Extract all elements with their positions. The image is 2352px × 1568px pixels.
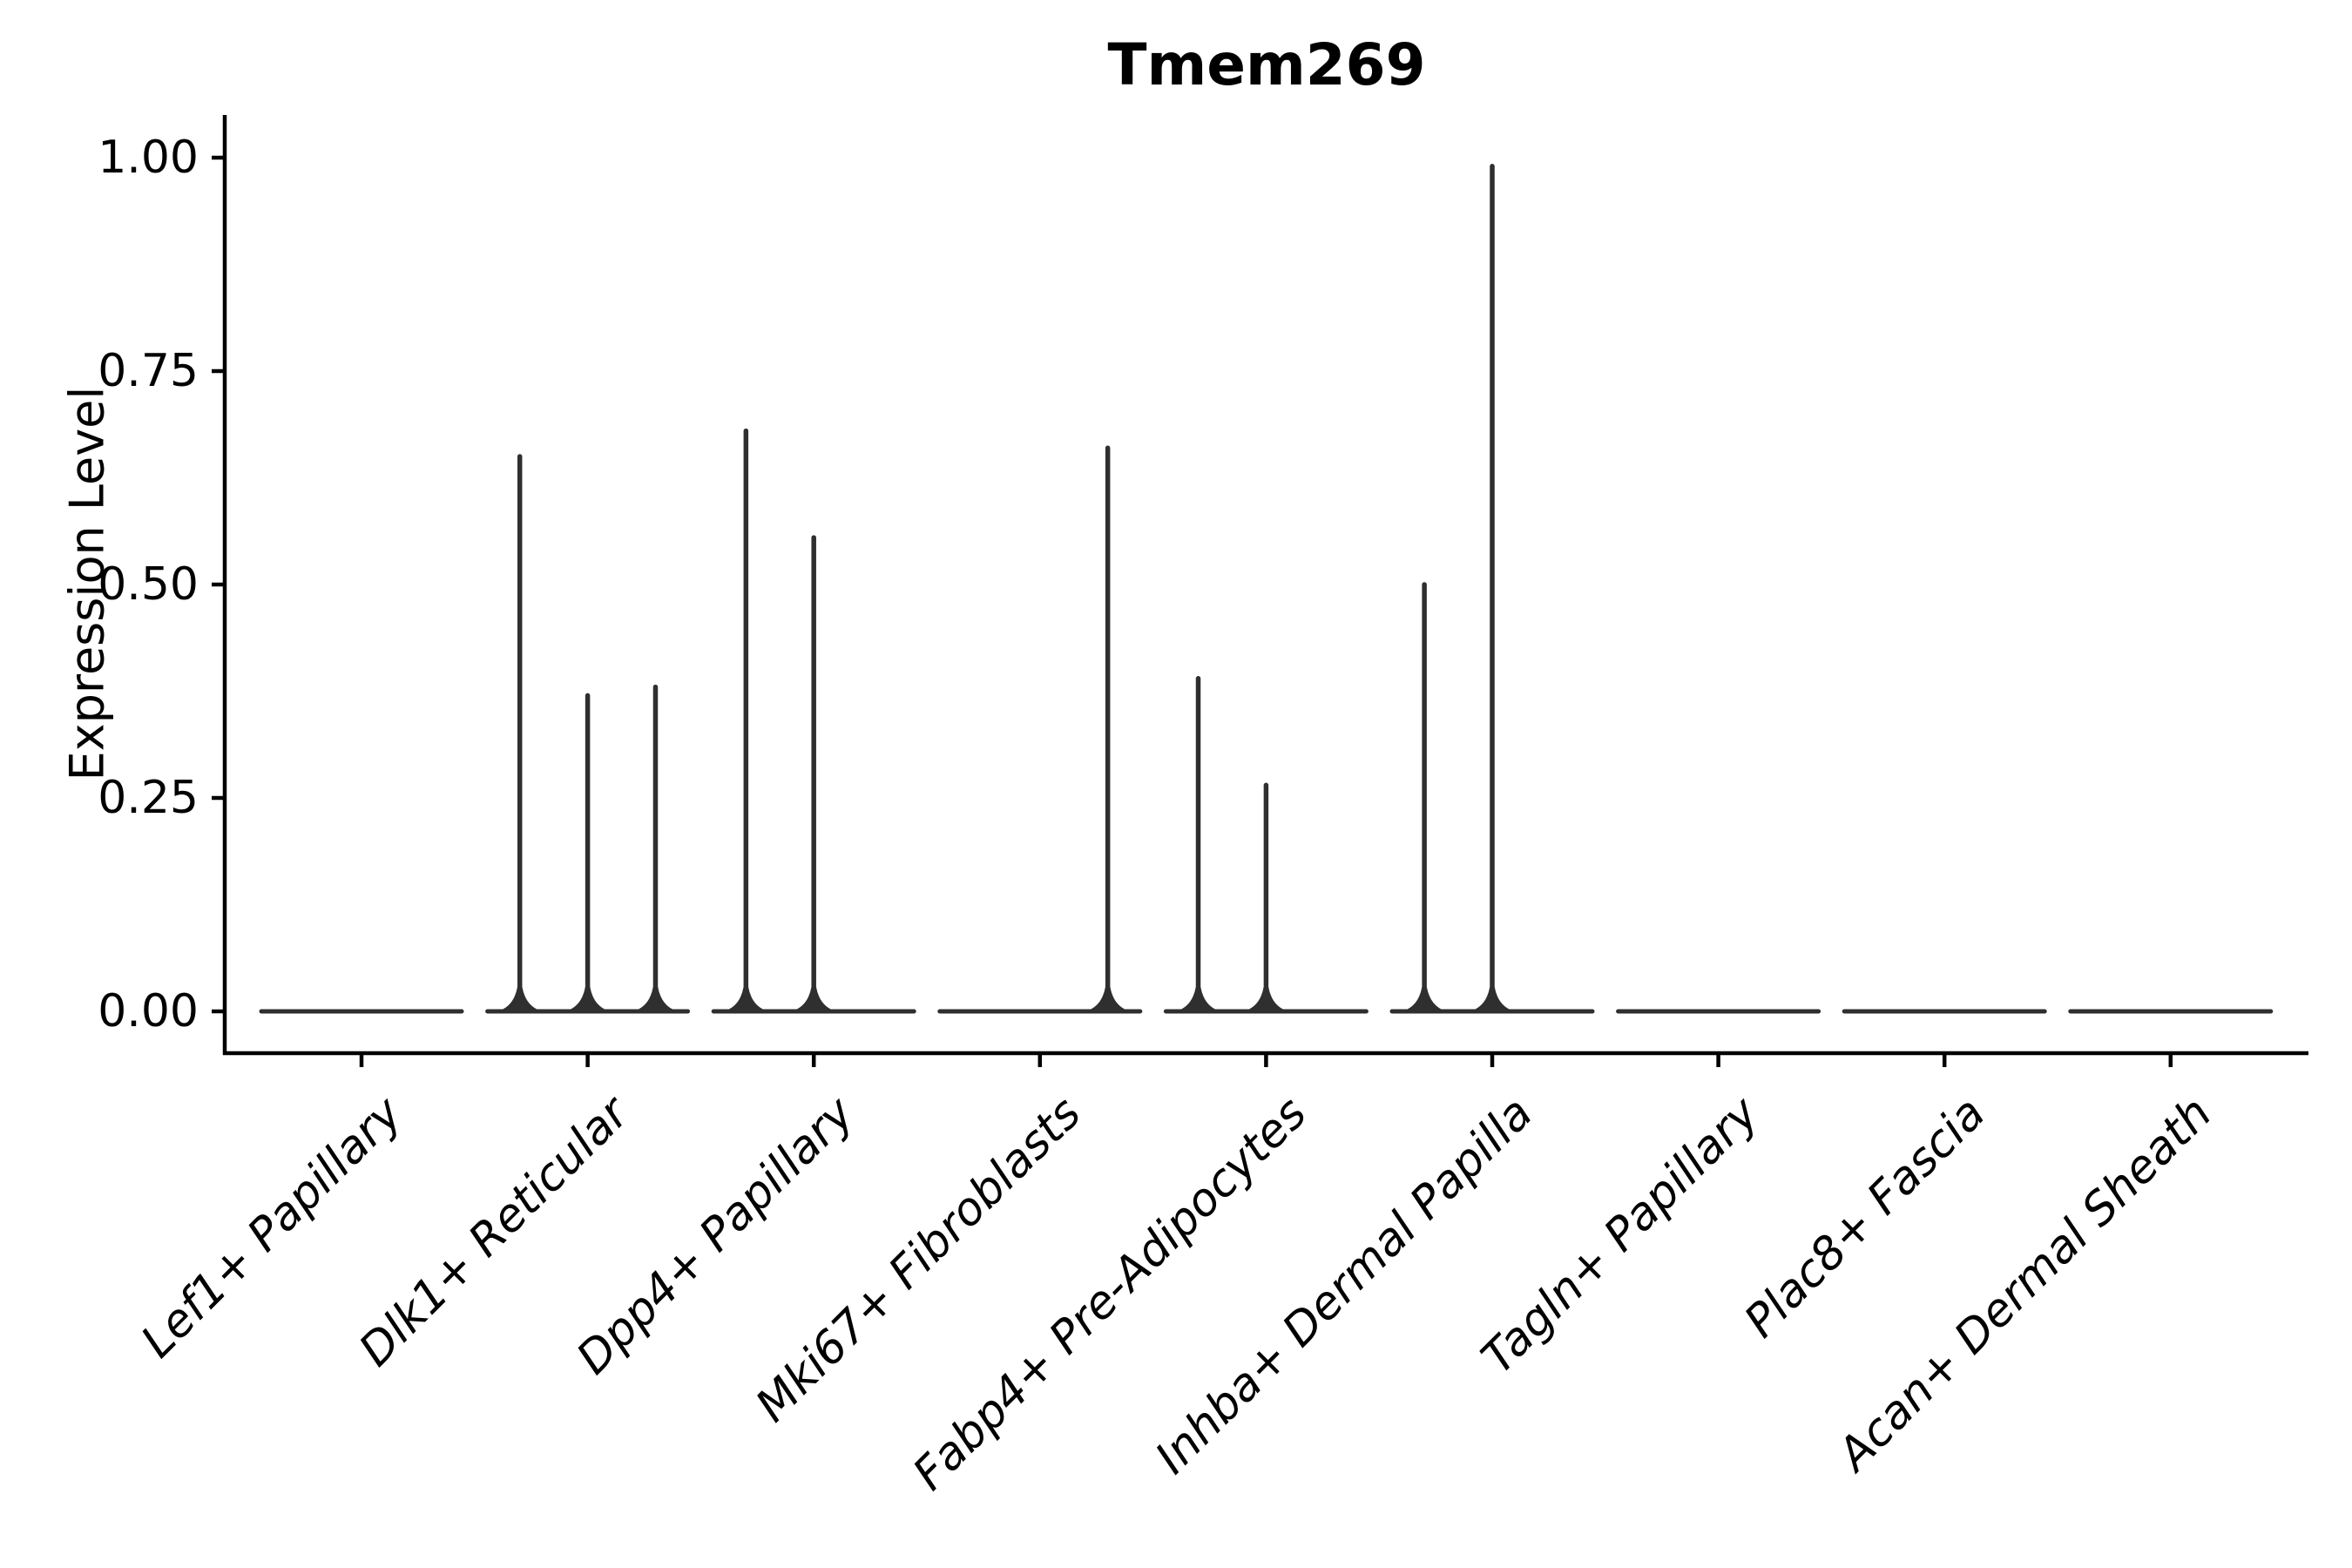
y-tick-label: 1.00	[98, 132, 199, 184]
y-tick-label: 0.50	[98, 558, 199, 611]
y-tick-label: 0.75	[98, 345, 199, 397]
chart-title: Tmem269	[1107, 31, 1426, 98]
y-tick-label: 0.25	[98, 772, 199, 824]
y-tick-label: 0.00	[98, 985, 199, 1037]
